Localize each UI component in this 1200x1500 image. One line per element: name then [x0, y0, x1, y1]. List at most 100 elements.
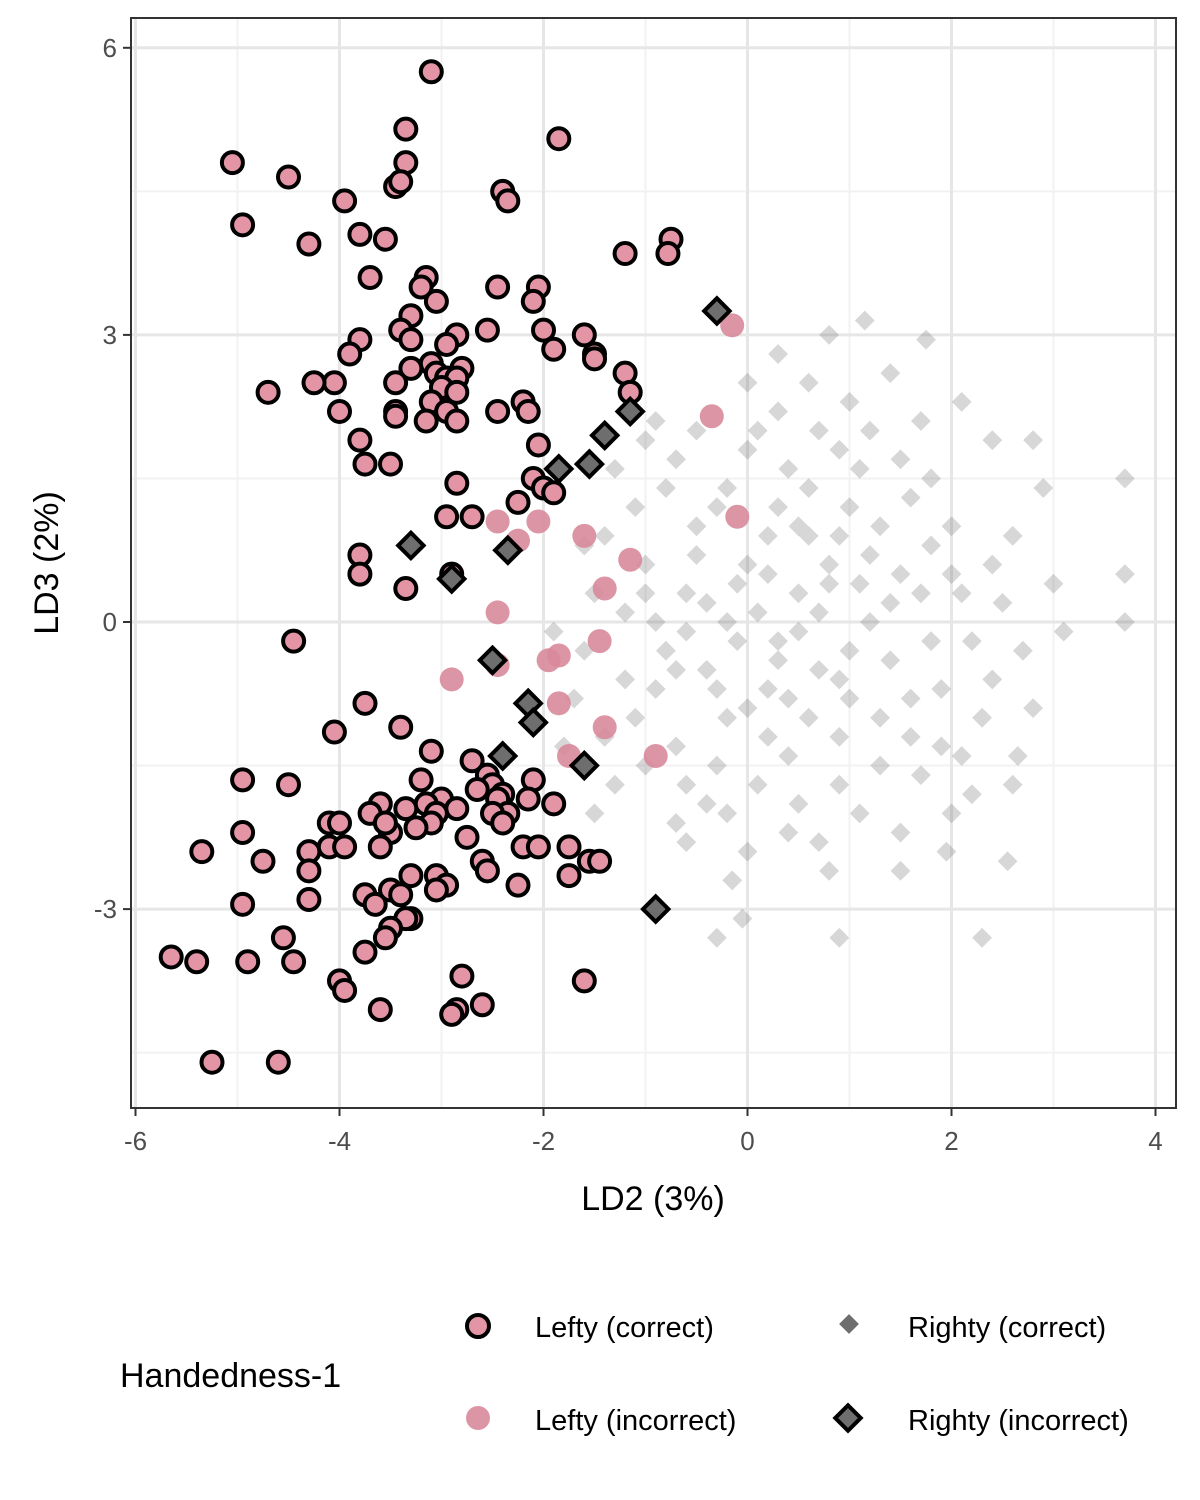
- righty-correct-point: [727, 631, 748, 652]
- lefty-correct-point: [408, 274, 434, 300]
- lefty-correct-point: [235, 949, 261, 975]
- lefty-correct-point: [515, 398, 541, 424]
- y-tick-label: 3: [103, 320, 117, 350]
- lefty-correct-point: [531, 317, 556, 343]
- righty-correct-point: [849, 458, 870, 479]
- righty-correct-point: [972, 927, 992, 948]
- righty-correct-point: [722, 870, 743, 891]
- lefty-correct-point: [219, 150, 245, 176]
- lefty-correct-point: [398, 327, 424, 353]
- legend-key-righty-correct: [839, 1314, 859, 1334]
- righty-correct-point: [615, 602, 635, 623]
- righty-correct-point: [788, 516, 809, 537]
- righty-correct-point: [982, 669, 1003, 690]
- righty-correct-point: [717, 478, 737, 498]
- lefty-correct-point: [423, 877, 449, 903]
- lefty-correct-point: [301, 370, 327, 396]
- lefty-incorrect-point: [485, 509, 510, 534]
- lefty-correct-point: [474, 858, 500, 884]
- lefty-correct-point: [444, 470, 470, 496]
- lefty-correct-point: [434, 504, 460, 530]
- lefty-correct-point: [347, 221, 373, 247]
- righty-correct-point: [707, 679, 727, 699]
- righty-correct-point: [798, 525, 819, 546]
- righty-correct-point: [768, 650, 788, 671]
- lefty-incorrect-point: [592, 576, 617, 601]
- righty-correct-point: [839, 497, 860, 518]
- lefty-correct-point: [383, 370, 409, 396]
- lefty-correct-point: [372, 810, 398, 836]
- righty-correct-point: [758, 525, 778, 546]
- lefty-correct-point: [276, 772, 301, 798]
- righty-correct-point: [972, 707, 992, 728]
- righty-correct-point: [635, 430, 656, 451]
- righty-correct-point: [676, 774, 697, 795]
- lefty-correct-point: [469, 992, 495, 1018]
- righty-correct-point: [737, 841, 758, 862]
- lefty-correct-point: [490, 810, 516, 836]
- righty-correct-point: [666, 449, 686, 470]
- x-axis-title: LD2 (3%): [581, 1180, 725, 1218]
- data-marks: [158, 59, 1135, 1075]
- righty-correct-point: [1002, 774, 1023, 795]
- righty-correct-point: [717, 612, 737, 632]
- lefty-correct-point: [520, 288, 546, 314]
- righty-correct-point: [860, 420, 880, 441]
- lefty-correct-point: [485, 398, 511, 424]
- lefty-correct-point: [347, 427, 373, 453]
- lefty-correct-point: [587, 848, 613, 874]
- righty-correct-point: [676, 832, 697, 853]
- lefty-incorrect-point: [725, 504, 750, 529]
- righty-correct-point: [900, 726, 921, 747]
- righty-correct-point: [870, 707, 890, 728]
- righty-correct-point: [625, 707, 646, 728]
- lefty-correct-point: [367, 997, 393, 1023]
- righty-correct-point: [778, 746, 799, 766]
- righty-correct-point: [758, 679, 778, 699]
- righty-correct-point: [686, 516, 707, 537]
- righty-correct-point: [747, 420, 768, 441]
- lefty-correct-point: [403, 815, 429, 841]
- lefty-correct-point: [525, 432, 551, 458]
- righty-correct-point: [941, 516, 962, 537]
- lefty-correct-point: [541, 791, 567, 817]
- lefty-incorrect-point: [536, 648, 561, 673]
- righty-correct-point: [798, 372, 819, 393]
- righty-correct-point: [778, 688, 799, 709]
- lefty-incorrect-point: [485, 600, 510, 625]
- righty-incorrect-point: [543, 453, 575, 485]
- lefty-correct-point: [352, 451, 378, 477]
- lefty-correct-point: [398, 863, 424, 889]
- righty-incorrect-point: [589, 419, 621, 451]
- lefty-correct-point: [270, 925, 296, 951]
- righty-correct-point: [758, 726, 778, 747]
- righty-correct-point: [1007, 746, 1028, 766]
- righty-correct-point: [778, 822, 799, 843]
- legend-key-righty-incorrect: [832, 1402, 864, 1434]
- lefty-correct-point: [571, 322, 597, 348]
- lefty-correct-point: [250, 848, 276, 874]
- righty-correct-point: [605, 458, 625, 479]
- lefty-correct-point: [158, 944, 184, 970]
- lefty-correct-point: [281, 949, 307, 975]
- lefty-correct-point: [230, 891, 256, 917]
- righty-correct-point: [645, 679, 666, 699]
- lefty-correct-point: [332, 188, 358, 214]
- lefty-correct-point: [541, 336, 567, 362]
- righty-correct-point: [1002, 525, 1023, 546]
- righty-correct-point: [870, 516, 890, 537]
- lefty-correct-point: [327, 398, 352, 424]
- lefty-correct-point: [515, 786, 541, 812]
- lefty-correct-point: [388, 169, 414, 195]
- lefty-correct-point: [388, 714, 414, 740]
- righty-correct-point: [829, 774, 850, 795]
- lefty-correct-point: [352, 939, 378, 965]
- righty-correct-point: [666, 736, 686, 757]
- righty-correct-point: [717, 803, 737, 824]
- righty-correct-point: [854, 310, 875, 331]
- lefty-correct-point: [556, 863, 582, 889]
- righty-correct-point: [880, 363, 901, 384]
- lefty-correct-point: [321, 719, 347, 745]
- lefty-correct-point: [434, 331, 460, 357]
